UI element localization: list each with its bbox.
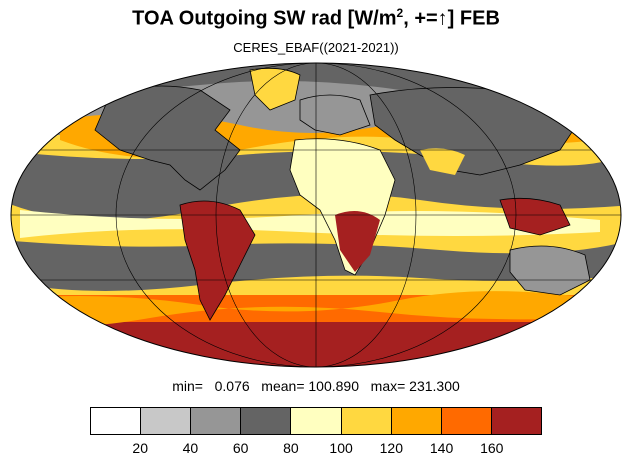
title-superscript: 2	[396, 6, 404, 20]
tibet	[420, 148, 465, 175]
map-subtitle: CERES_EBAF((2021-2021))	[233, 40, 399, 55]
australia	[509, 245, 591, 296]
colorbar-tick-label: 40	[182, 440, 199, 456]
map-field	[11, 63, 621, 367]
greenland	[249, 67, 301, 111]
colorbar-tick-label: 60	[232, 440, 249, 456]
colorbar-tick-label: 20	[132, 440, 149, 456]
colorbar-swatch	[91, 408, 142, 434]
colorbar-swatch	[441, 408, 492, 434]
graticule	[11, 63, 621, 367]
colorbar-swatch	[291, 408, 342, 434]
colorbar-swatch	[141, 408, 192, 434]
map-title: TOA Outgoing SW rad [W/m2, +=↑] FEB	[0, 6, 632, 31]
colorbar-swatch	[191, 408, 242, 434]
colorbar-tick-label: 140	[429, 440, 454, 456]
south-america	[179, 200, 256, 321]
colorbar-tick-label: 80	[283, 440, 299, 456]
africa-south-cloud	[335, 211, 380, 272]
colorbar	[90, 407, 542, 435]
colorbar-ticks: 20 40 60 80 100 120 140 160	[90, 440, 542, 458]
colorbar-tick-label: 120	[379, 440, 404, 456]
colorbar-swatch	[341, 408, 392, 434]
colorbar-swatch	[241, 408, 292, 434]
colorbar-swatch	[391, 408, 442, 434]
title-main: TOA Outgoing SW rad [W/m	[132, 7, 397, 30]
field-itcz	[20, 210, 600, 238]
europe	[299, 94, 371, 136]
colorbar-tick-label: 100	[329, 440, 353, 456]
colorbar-swatch	[491, 408, 541, 434]
globe-outline	[10, 62, 622, 368]
maritime-continent	[499, 197, 571, 236]
colorbar-tick-label: 160	[480, 440, 504, 456]
stats-line: min= 0.076 mean= 100.890 max= 231.300	[172, 378, 460, 394]
title-rest: , +=↑] FEB	[403, 7, 500, 30]
